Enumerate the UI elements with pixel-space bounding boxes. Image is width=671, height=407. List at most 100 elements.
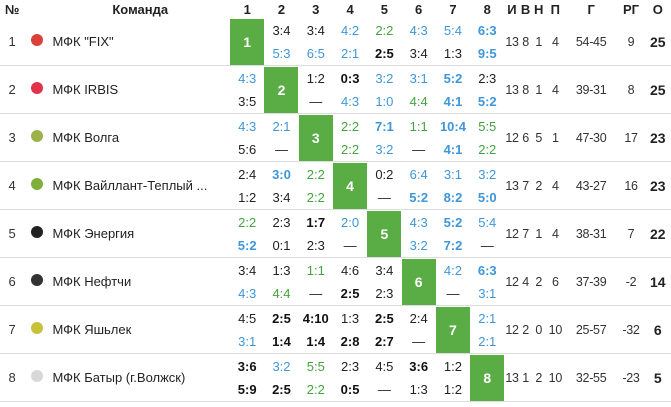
- team-name-link[interactable]: МФК IRBIS: [50, 65, 231, 114]
- match-score-link[interactable]: 3:4: [375, 262, 394, 278]
- header-goals[interactable]: Г: [587, 1, 595, 17]
- team-name-link[interactable]: МФК Яшьлек: [50, 305, 231, 354]
- match-score-link[interactable]: 2:2: [306, 166, 325, 182]
- match-score-link[interactable]: 2:2: [478, 141, 497, 157]
- match-score-link[interactable]: 3:4: [409, 45, 428, 61]
- table-row[interactable]: 3 МФК Волга 4:3 5:6 2:1—3 2:2 2:2 7:1 3:2 1:1—10:…: [0, 113, 671, 162]
- match-score-link[interactable]: 0:2: [375, 166, 394, 182]
- match-score-link[interactable]: 3:5: [238, 93, 257, 109]
- match-score-link[interactable]: 1:3: [341, 310, 360, 326]
- match-score-link[interactable]: 4:4: [409, 93, 428, 109]
- table-row[interactable]: 4 МФК Вайллант-Теплый ... 2:4 1:2 3:0 3:4 2:2 2…: [0, 161, 671, 210]
- match-score-link[interactable]: 2:1: [478, 333, 497, 349]
- match-score-link[interactable]: 1:4: [306, 333, 326, 349]
- match-score-link[interactable]: 3:4: [306, 22, 325, 38]
- match-score-link[interactable]: 3:2: [409, 237, 428, 253]
- table-row[interactable]: 6 МФК Нефтчи 3:4 4:3 1:3 4:4 1:1—4:6 2:5 3:4 2:3 6…: [0, 257, 671, 306]
- match-score-link[interactable]: 5:5: [478, 118, 497, 134]
- match-score-link[interactable]: 3:4: [238, 262, 257, 278]
- match-score-link[interactable]: 2:7: [374, 333, 394, 349]
- match-score-link[interactable]: 2:5: [272, 381, 291, 397]
- match-score-link[interactable]: 3:1: [443, 166, 462, 182]
- match-score-link[interactable]: 1:7: [306, 214, 326, 230]
- match-score-link[interactable]: 1:3: [409, 381, 428, 397]
- match-score-link[interactable]: 2:4: [238, 166, 257, 182]
- header-draws[interactable]: Н: [533, 1, 544, 17]
- match-score-link[interactable]: 4:1: [443, 93, 463, 109]
- match-score-link[interactable]: 8:2: [443, 189, 463, 205]
- match-score-link[interactable]: 3:6: [409, 358, 429, 374]
- match-score-link[interactable]: 2:8: [340, 333, 360, 349]
- match-score-link[interactable]: 6:3: [477, 22, 497, 38]
- header-losses[interactable]: П: [550, 1, 560, 17]
- match-score-link[interactable]: 3:1: [238, 333, 257, 349]
- match-score-link[interactable]: 2:5: [374, 310, 394, 326]
- match-score-link[interactable]: 5:5: [306, 358, 325, 374]
- match-score-link[interactable]: 5:2: [237, 237, 257, 253]
- match-score-link[interactable]: 3:1: [478, 285, 497, 301]
- match-score-link[interactable]: 2:2: [341, 118, 360, 134]
- match-score-link[interactable]: 3:6: [237, 358, 257, 374]
- match-score-link[interactable]: 2:1: [272, 118, 291, 134]
- match-score-link[interactable]: 2:5: [272, 310, 291, 326]
- match-score-link[interactable]: 5:9: [237, 381, 257, 397]
- match-score-link[interactable]: 1:2: [443, 381, 462, 397]
- match-score-link[interactable]: 4:3: [409, 214, 428, 230]
- match-score-link[interactable]: 2:1: [478, 310, 497, 326]
- match-score-link[interactable]: 2:2: [238, 214, 257, 230]
- match-score-link[interactable]: 1:0: [375, 93, 394, 109]
- match-score-link[interactable]: 5:2: [443, 214, 463, 230]
- match-score-link[interactable]: 1:1: [306, 262, 325, 278]
- match-score-link[interactable]: 3:2: [375, 141, 394, 157]
- team-name-link[interactable]: МФК Энергия: [50, 209, 231, 258]
- match-score-link[interactable]: 1:3: [272, 262, 291, 278]
- match-score-link[interactable]: 10:4: [439, 118, 466, 134]
- match-score-link[interactable]: 4:3: [409, 22, 428, 38]
- match-score-link[interactable]: 5:2: [477, 93, 497, 109]
- match-score-link[interactable]: 1:2: [306, 70, 325, 86]
- match-score-link[interactable]: 3:0: [272, 166, 291, 182]
- match-score-link[interactable]: 4:2: [341, 22, 360, 38]
- match-score-link[interactable]: 1:2: [443, 358, 462, 374]
- team-name-link[interactable]: МФК Волга: [50, 113, 231, 162]
- match-score-link[interactable]: 3:2: [478, 166, 497, 182]
- table-row[interactable]: 2 МФК IRBIS 4:3 3:5 2 1:2—0:3 4:3 3:2 1:0 3:1 4:4 5…: [0, 65, 671, 114]
- match-score-link[interactable]: 9:5: [477, 45, 497, 61]
- match-score-link[interactable]: 2:4: [409, 310, 428, 326]
- match-score-link[interactable]: 7:2: [443, 237, 463, 253]
- match-score-link[interactable]: 5:3: [272, 45, 291, 61]
- match-score-link[interactable]: 4:3: [238, 70, 257, 86]
- match-score-link[interactable]: 2:5: [374, 45, 394, 61]
- match-score-link[interactable]: 4:3: [341, 93, 360, 109]
- table-row[interactable]: 1 МФК "FIX" 1 3:4 5:3 3:4 6:5 4:2 2:1 2:2 2:5 4:3 3:…: [0, 18, 671, 66]
- header-team[interactable]: Команда: [112, 1, 169, 17]
- match-score-link[interactable]: 3:4: [272, 22, 291, 38]
- match-score-link[interactable]: 2:3: [341, 358, 360, 374]
- table-row[interactable]: 7 МФК Яшьлек 4:5 3:1 2:5 1:4 4:10 1:4 1:3 2:8 2:5 2…: [0, 305, 671, 354]
- team-name-link[interactable]: МФК Вайллант-Теплый ...: [50, 161, 231, 210]
- match-score-link[interactable]: 1:4: [272, 333, 291, 349]
- match-score-link[interactable]: 1:1: [409, 118, 428, 134]
- match-score-link[interactable]: 2:2: [306, 189, 325, 205]
- match-score-link[interactable]: 5:0: [477, 189, 497, 205]
- match-score-link[interactable]: 2:3: [306, 237, 325, 253]
- table-row[interactable]: 8 МФК Батыр (г.Волжск) 3:6 5:9 3:2 2:5 5:5 2:2 2…: [0, 353, 671, 402]
- match-score-link[interactable]: 1:3: [443, 45, 462, 61]
- match-score-link[interactable]: 5:2: [443, 70, 463, 86]
- header-games[interactable]: И: [507, 1, 517, 17]
- match-score-link[interactable]: 0:5: [340, 381, 360, 397]
- match-score-link[interactable]: 7:1: [374, 118, 394, 134]
- match-score-link[interactable]: 6:5: [306, 45, 325, 61]
- match-score-link[interactable]: 3:1: [409, 70, 428, 86]
- match-score-link[interactable]: 6:4: [409, 166, 428, 182]
- match-score-link[interactable]: 2:5: [340, 285, 360, 301]
- match-score-link[interactable]: 4:2: [443, 262, 462, 278]
- team-name-link[interactable]: МФК "FIX": [50, 18, 231, 66]
- match-score-link[interactable]: 2:2: [341, 141, 360, 157]
- match-score-link[interactable]: 2:3: [478, 70, 497, 86]
- match-score-link[interactable]: 4:3: [238, 118, 257, 134]
- match-score-link[interactable]: 4:3: [238, 285, 257, 301]
- match-score-link[interactable]: 0:1: [272, 237, 291, 253]
- match-score-link[interactable]: 3:4: [272, 189, 291, 205]
- match-score-link[interactable]: 4:5: [375, 358, 394, 374]
